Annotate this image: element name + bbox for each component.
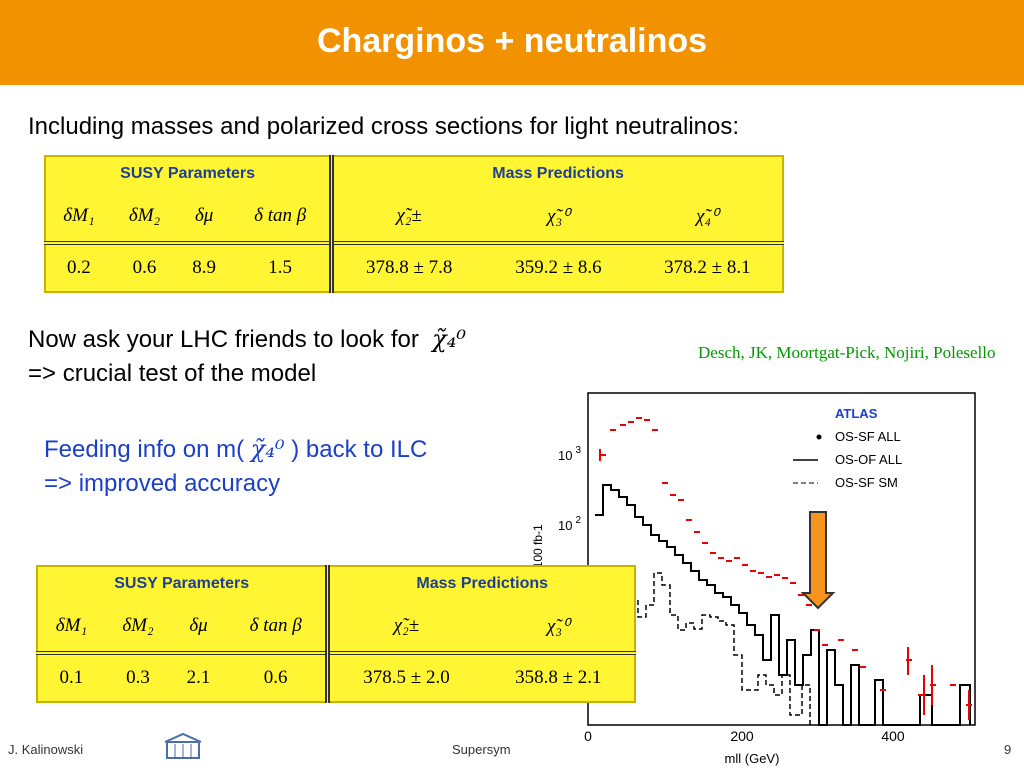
- text: Now ask your LHC friends to look for: [28, 326, 419, 353]
- footer-page: 9: [1004, 742, 1012, 757]
- column-header: χ̃₃⁰: [547, 615, 570, 637]
- legend-label: OS-OF ALL: [835, 452, 902, 467]
- column-header: χ̃₃⁰: [547, 205, 570, 227]
- x-tick-label: 200: [730, 728, 754, 744]
- cell: 0.6: [111, 241, 178, 292]
- cell: 1.5: [231, 241, 332, 292]
- group-header: SUSY Parameters: [114, 575, 250, 592]
- table-1: SUSY Parameters Mass Predictions δM₁ δM₂ δμ δ…: [44, 155, 784, 293]
- cell: 0.3: [104, 651, 172, 702]
- column-header: δμ: [194, 205, 214, 226]
- table-2: SUSY Parameters Mass Predictions δM₁ δM₂ δμ δ…: [36, 565, 636, 703]
- cell: 0.2: [45, 241, 112, 292]
- exponent: 3: [575, 445, 581, 456]
- column-row: δM₁ δM₂ δμ δ tan β χ̃₂± χ̃₃⁰ χ̃₄⁰: [45, 191, 783, 243]
- y-tick-label: 10 3: [558, 445, 581, 463]
- exponent: 2: [575, 515, 581, 526]
- column-header: δ tan β: [249, 615, 302, 636]
- x-tick-label: 400: [881, 728, 905, 744]
- feed-line-2: => improved accuracy: [44, 470, 281, 497]
- legend-label: OS-SF SM: [835, 475, 898, 490]
- cell: 359.2 ± 8.6: [484, 241, 633, 292]
- column-header: χ̃₂±: [329, 191, 485, 243]
- cell: 358.8 ± 2.1: [482, 651, 635, 702]
- logo: [164, 732, 202, 759]
- symbol: χ̃₄⁰: [432, 325, 466, 353]
- column-header: δM₁: [63, 205, 95, 226]
- column-header: δμ: [189, 615, 208, 636]
- column-header: δM₂: [128, 205, 161, 226]
- base: 10: [558, 448, 572, 463]
- plot: ATLAS GeV/100 fb-1 mll (GeV) OS-SF ALLOS…: [531, 392, 976, 766]
- cell: 8.9: [177, 241, 232, 292]
- group-header: Mass Predictions: [325, 566, 635, 601]
- value-row: 0.1 0.3 2.1 0.6 378.5 ± 2.0 358.8 ± 2.1: [37, 651, 635, 702]
- intro-text: Including masses and polarized cross sec…: [28, 113, 740, 140]
- lhc-line: Now ask your LHC friends to look for χ̃₄…: [28, 325, 466, 354]
- column-header: χ̃₄⁰: [696, 205, 719, 227]
- symbol: χ̃₄⁰: [250, 435, 285, 463]
- cell: 378.8 ± 7.8: [329, 241, 485, 292]
- column-header: δM₂: [122, 615, 154, 636]
- text: ) back to ILC: [291, 436, 428, 463]
- cell: 378.5 ± 2.0: [325, 651, 483, 702]
- x-axis-label: mll (GeV): [725, 751, 780, 766]
- footer-author: J. Kalinowski: [8, 742, 84, 757]
- group-row: SUSY Parameters Mass Predictions: [37, 566, 635, 601]
- group-header: Mass Predictions: [329, 156, 783, 191]
- text: Feeding info on m(: [44, 436, 245, 463]
- legend-label: OS-SF ALL: [835, 429, 901, 444]
- legend-title: ATLAS: [835, 406, 878, 421]
- footer-center: Supersym: [452, 742, 511, 757]
- header-bar: [0, 0, 1024, 85]
- cell: 0.1: [37, 651, 105, 702]
- y-tick-label: 10 2: [558, 515, 581, 533]
- cell: 2.1: [171, 651, 226, 702]
- base: 10: [558, 518, 572, 533]
- value-row: 0.2 0.6 8.9 1.5 378.8 ± 7.8 359.2 ± 8.6 378.2 …: [45, 241, 783, 292]
- group-header: SUSY Parameters: [120, 165, 256, 182]
- column-row: δM₁ δM₂ δμ δ tan β χ̃₂± χ̃₃⁰: [37, 601, 635, 653]
- x-tick-label: 0: [584, 728, 592, 744]
- feed-line: Feeding info on m( χ̃₄⁰ ) back to ILC: [44, 435, 427, 464]
- cell: 0.6: [225, 651, 328, 702]
- cell: 378.2 ± 8.1: [632, 241, 783, 292]
- group-row: SUSY Parameters Mass Predictions: [45, 156, 783, 191]
- column-header: χ̃₂±: [325, 601, 483, 653]
- citation: Desch, JK, Moortgat-Pick, Nojiri, Polese…: [698, 343, 996, 362]
- column-header: δM₁: [55, 615, 88, 636]
- column-header: δ tan β: [254, 205, 307, 226]
- slide-title: Charginos + neutralinos: [316, 22, 708, 60]
- lhc-line-2: => crucial test of the model: [28, 360, 317, 387]
